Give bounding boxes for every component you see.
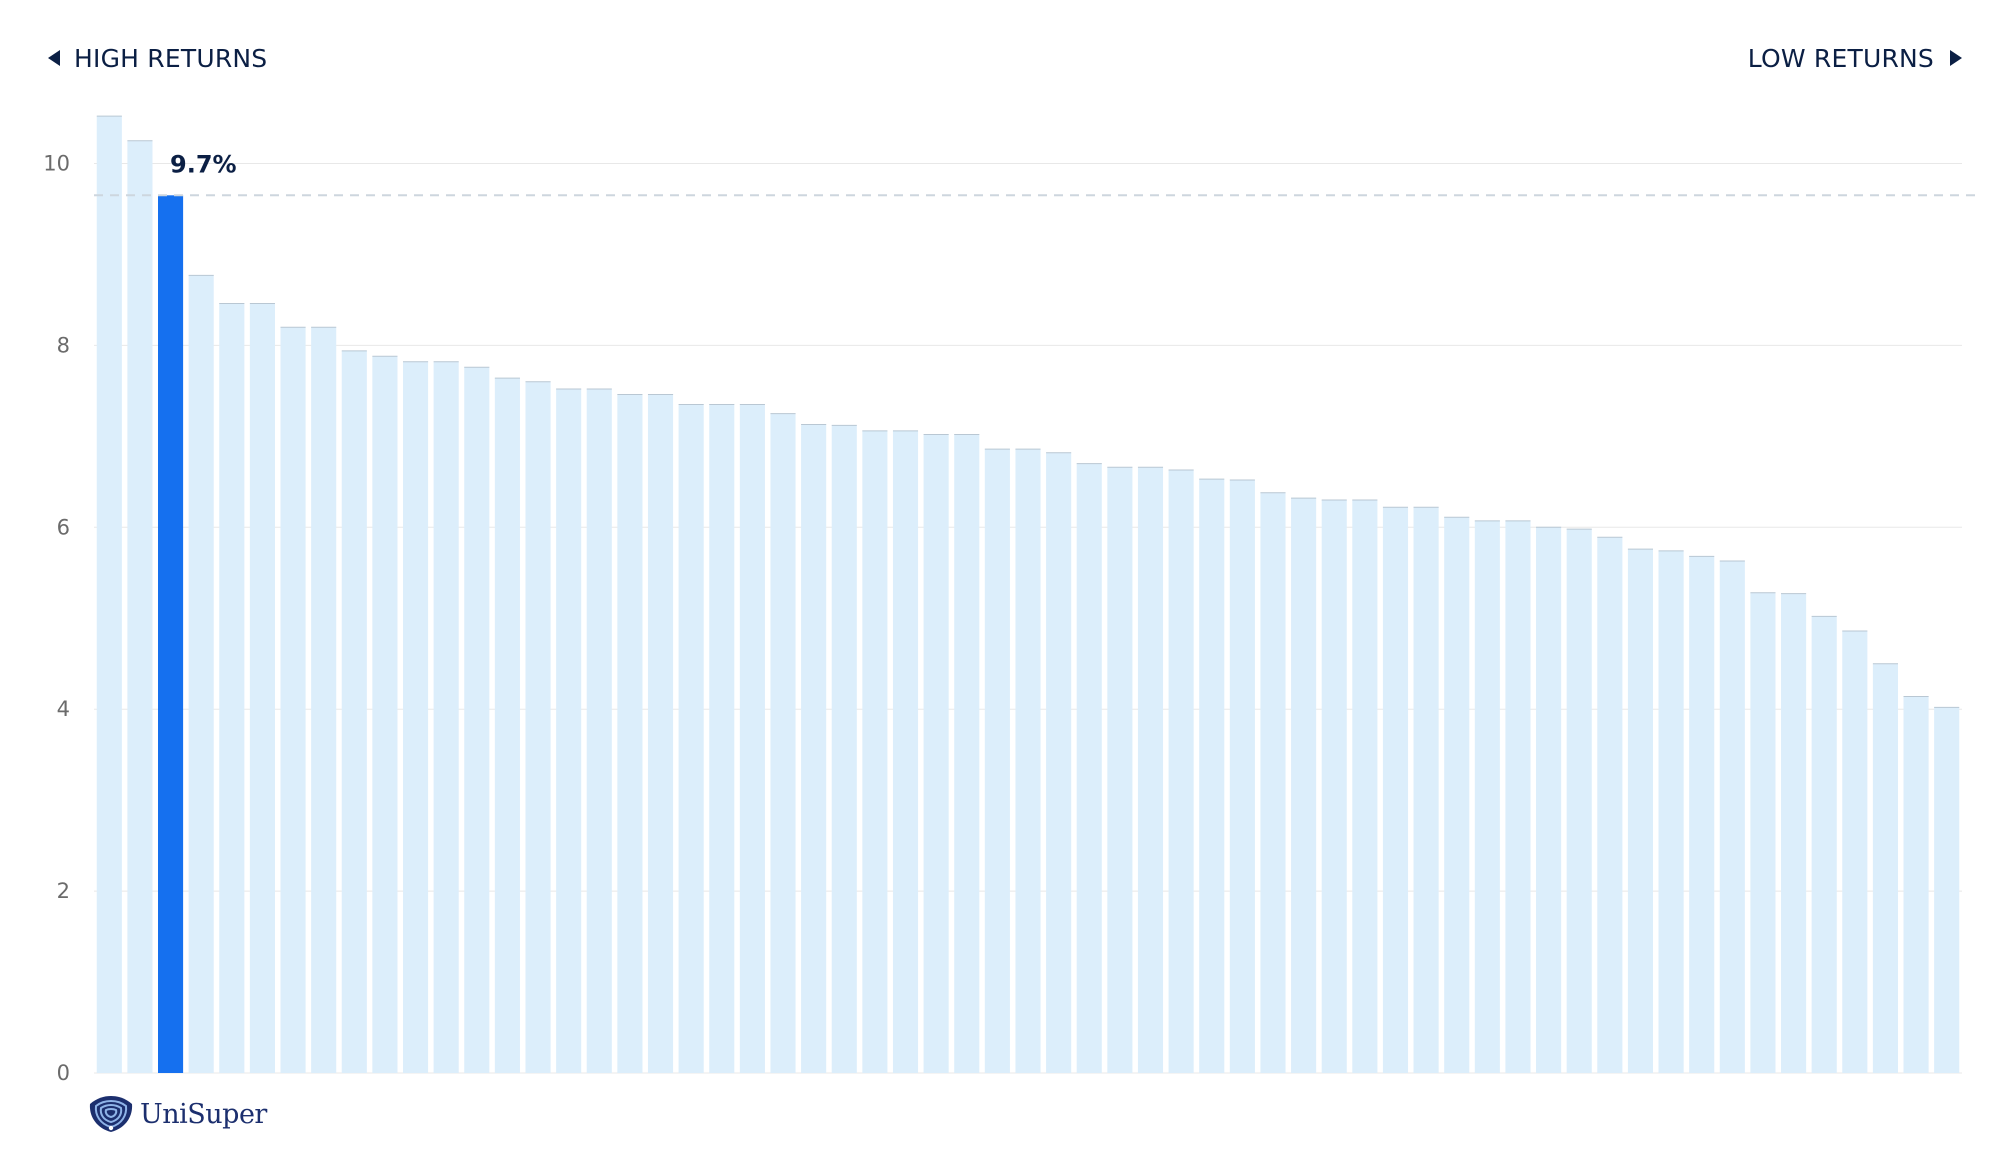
bar: [892, 430, 919, 1073]
bar: [617, 394, 643, 1073]
bar: [1168, 469, 1194, 1073]
bar: [1260, 492, 1286, 1074]
bar: [1015, 449, 1041, 1073]
bar: [127, 140, 153, 1074]
y-axis-ticks: 0 2 4 6 8 10: [43, 151, 70, 1085]
bar: [1536, 527, 1562, 1073]
bar: [1750, 592, 1776, 1073]
bar: [678, 404, 704, 1073]
bar: [954, 434, 980, 1073]
bars: [96, 115, 1960, 1074]
bar: [831, 425, 857, 1073]
bar: [647, 394, 674, 1073]
bar: [1719, 560, 1745, 1073]
bar: [1842, 630, 1868, 1073]
bar: [249, 303, 275, 1073]
bar: [433, 361, 459, 1073]
bar: [801, 424, 827, 1073]
bar: [1046, 452, 1072, 1073]
bar: [1872, 663, 1898, 1073]
bar: [219, 303, 245, 1073]
bar: [556, 389, 582, 1073]
bar: [770, 413, 796, 1074]
low-returns-text: LOW RETURNS: [1747, 43, 1934, 73]
y-tick-label: 8: [57, 333, 70, 357]
low-returns-label: LOW RETURNS: [1748, 40, 1962, 76]
high-returns-text: HIGH RETURNS: [74, 43, 268, 73]
bar: [1505, 520, 1531, 1073]
unisuper-logo-text: UniSuper: [140, 1098, 267, 1130]
y-tick-label: 10: [43, 151, 70, 175]
bar: [372, 356, 398, 1073]
y-tick-label: 2: [57, 879, 70, 903]
bar: [586, 389, 612, 1073]
bar: [1107, 467, 1133, 1073]
bar: [709, 404, 735, 1073]
bar: [1627, 549, 1654, 1073]
y-tick-label: 0: [57, 1061, 70, 1085]
bar: [1291, 498, 1317, 1073]
bar: [1444, 517, 1470, 1073]
bar: [1352, 500, 1378, 1073]
bar: [1566, 529, 1592, 1073]
bar: [1811, 616, 1837, 1073]
unisuper-logo: UniSuper: [88, 1094, 267, 1134]
bar-highlighted: [158, 195, 184, 1073]
bar: [280, 327, 306, 1073]
data-labels: 9.7%: [170, 150, 237, 178]
bar: [923, 434, 949, 1073]
y-tick-label: 4: [57, 697, 70, 721]
bar: [1597, 537, 1623, 1073]
bar: [1413, 507, 1439, 1073]
bar: [341, 350, 367, 1074]
triangle-left-icon: [48, 50, 60, 66]
highlight-value-label: 9.7%: [170, 150, 237, 178]
bar: [1229, 479, 1255, 1073]
bar: [1781, 593, 1807, 1073]
bar: [739, 404, 765, 1073]
bar: [1382, 507, 1409, 1073]
bar: [96, 116, 122, 1074]
unisuper-shell-icon: [89, 1096, 133, 1132]
bar: [1903, 696, 1929, 1073]
bar: [464, 367, 490, 1074]
y-tick-label: 6: [57, 515, 70, 539]
bar: [525, 381, 551, 1073]
bar: [1658, 550, 1684, 1073]
triangle-right-icon: [1950, 50, 1962, 66]
bar: [1934, 707, 1960, 1073]
bar: [984, 449, 1010, 1073]
bar: [494, 378, 520, 1073]
bar: [862, 430, 888, 1073]
bar: [1474, 520, 1500, 1073]
bar: [1689, 556, 1715, 1073]
bar: [1076, 463, 1102, 1073]
high-returns-label: HIGH RETURNS: [48, 40, 267, 76]
bar: [1137, 467, 1164, 1073]
bar: [188, 275, 214, 1074]
bar: [1321, 500, 1347, 1073]
bar: [402, 361, 429, 1073]
bar: [1199, 479, 1225, 1074]
bar: [311, 327, 337, 1073]
